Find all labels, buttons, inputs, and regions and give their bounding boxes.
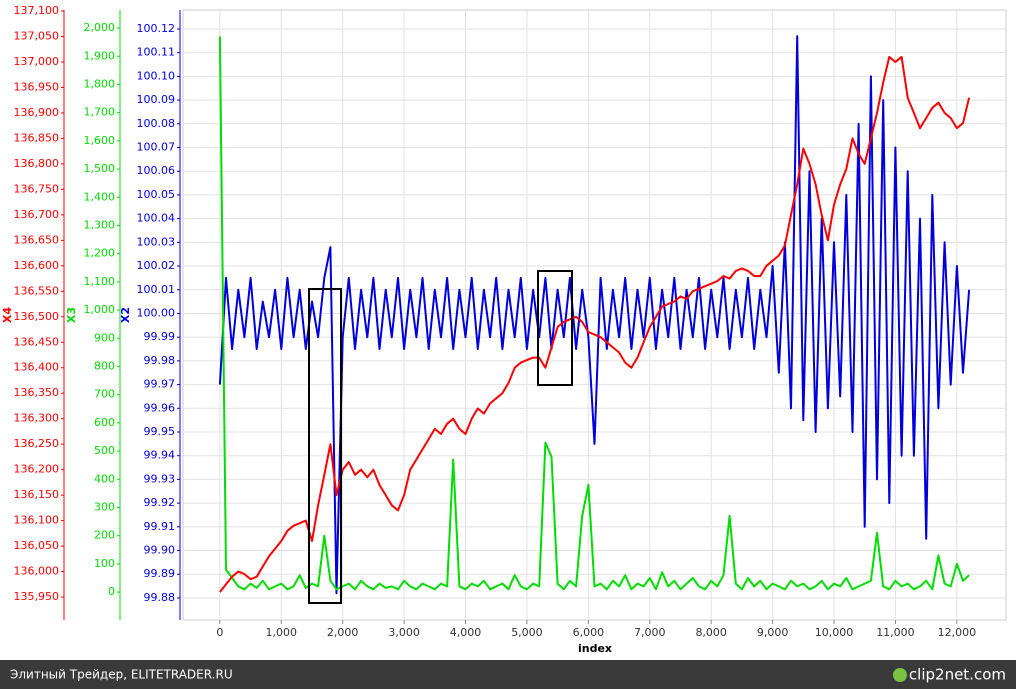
y-tick-label: 136,300 xyxy=(14,412,60,425)
y-tick-label: 500 xyxy=(94,444,115,457)
y-tick-label: 600 xyxy=(94,416,115,429)
y-tick-label: 99.91 xyxy=(144,520,176,533)
x-tick-label: 7,000 xyxy=(634,626,666,639)
footer-logo xyxy=(893,668,907,682)
y-tick-label: 136,100 xyxy=(14,514,60,527)
y-tick-label: 136,400 xyxy=(14,361,60,374)
y-tick-label: 99.94 xyxy=(144,449,176,462)
x-tick-label: 5,000 xyxy=(511,626,543,639)
y-tick-label: 136,450 xyxy=(14,335,60,348)
x-tick-label: 0 xyxy=(216,626,223,639)
x-tick-label: 4,000 xyxy=(450,626,482,639)
footer-right: clip2net.com xyxy=(909,666,1006,684)
y-tick-label: 100.08 xyxy=(137,117,176,130)
y-tick-label: 1,200 xyxy=(84,247,116,260)
y-tick-label: 100.09 xyxy=(137,93,176,106)
y-tick-label: 137,000 xyxy=(14,55,60,68)
y-tick-label: 137,050 xyxy=(14,29,60,42)
x-tick-label: 3,000 xyxy=(388,626,420,639)
y-tick-label: 800 xyxy=(94,359,115,372)
y-axis-title: X3 xyxy=(65,307,78,323)
y-tick-label: 136,950 xyxy=(14,80,60,93)
footer-left: Элитный Трейдер, ELITETRADER.RU xyxy=(10,668,233,682)
y-tick-label: 136,000 xyxy=(14,565,60,578)
y-axis-title: X4 xyxy=(1,307,14,323)
y-tick-label: 0 xyxy=(108,585,115,598)
y-tick-label: 135,950 xyxy=(14,590,60,603)
y-tick-label: 400 xyxy=(94,472,115,485)
y-tick-label: 99.89 xyxy=(144,567,176,580)
y-tick-label: 137,100 xyxy=(14,4,60,17)
y-tick-label: 100.07 xyxy=(137,141,176,154)
y-tick-label: 200 xyxy=(94,529,115,542)
y-tick-label: 136,650 xyxy=(14,233,60,246)
x-axis-label: index xyxy=(578,642,612,655)
y-tick-label: 100.03 xyxy=(137,235,176,248)
y-tick-label: 100.12 xyxy=(137,22,176,35)
x-tick-label: 12,000 xyxy=(938,626,977,639)
series-line xyxy=(219,55,971,593)
annotation-box xyxy=(537,270,573,386)
y-tick-label: 136,850 xyxy=(14,131,60,144)
x-tick-label: 2,000 xyxy=(327,626,359,639)
y-tick-label: 99.99 xyxy=(144,330,176,343)
y-tick-label: 100.01 xyxy=(137,283,176,296)
y-tick-label: 136,700 xyxy=(14,208,60,221)
y-tick-label: 99.98 xyxy=(144,354,176,367)
y-tick-label: 1,500 xyxy=(84,162,116,175)
x-tick-label: 9,000 xyxy=(757,626,789,639)
y-axis-title: X2 xyxy=(119,307,132,323)
footer-bar xyxy=(0,660,1016,689)
y-tick-label: 1,300 xyxy=(84,218,116,231)
x-tick-label: 10,000 xyxy=(815,626,854,639)
y-tick-label: 136,800 xyxy=(14,157,60,170)
annotation-box xyxy=(308,288,342,604)
x-tick-label: 1,000 xyxy=(266,626,298,639)
y-tick-label: 900 xyxy=(94,331,115,344)
y-tick-label: 300 xyxy=(94,500,115,513)
y-tick-label: 136,600 xyxy=(14,259,60,272)
y-tick-label: 99.97 xyxy=(144,378,176,391)
y-tick-label: 1,100 xyxy=(84,275,116,288)
y-tick-label: 100.06 xyxy=(137,164,176,177)
y-tick-label: 136,900 xyxy=(14,106,60,119)
y-tick-label: 99.88 xyxy=(144,591,176,604)
y-tick-label: 136,200 xyxy=(14,463,60,476)
y-tick-label: 136,050 xyxy=(14,539,60,552)
x-tick-label: 8,000 xyxy=(695,626,727,639)
y-tick-label: 100.02 xyxy=(137,259,176,272)
y-tick-label: 136,750 xyxy=(14,182,60,195)
y-tick-label: 99.95 xyxy=(144,425,176,438)
y-tick-label: 99.93 xyxy=(144,472,176,485)
series-line xyxy=(218,36,970,591)
y-tick-label: 1,000 xyxy=(84,303,116,316)
y-tick-label: 100.05 xyxy=(137,188,176,201)
y-tick-label: 136,350 xyxy=(14,386,60,399)
series-line xyxy=(218,35,971,595)
y-tick-label: 700 xyxy=(94,388,115,401)
y-tick-label: 99.96 xyxy=(144,401,176,414)
x-tick-label: 11,000 xyxy=(876,626,915,639)
y-tick-label: 100 xyxy=(94,557,115,570)
y-tick-label: 1,400 xyxy=(84,190,116,203)
y-tick-label: 2,000 xyxy=(84,21,116,34)
y-tick-label: 100.00 xyxy=(137,306,176,319)
y-tick-label: 100.11 xyxy=(137,46,176,59)
y-tick-label: 136,150 xyxy=(14,488,60,501)
y-tick-label: 99.90 xyxy=(144,544,176,557)
y-tick-label: 100.04 xyxy=(137,212,176,225)
y-tick-label: 1,900 xyxy=(84,49,116,62)
y-tick-label: 1,700 xyxy=(84,106,116,119)
y-tick-label: 99.92 xyxy=(144,496,176,509)
y-tick-label: 136,500 xyxy=(14,310,60,323)
y-tick-label: 1,800 xyxy=(84,77,116,90)
y-tick-label: 1,600 xyxy=(84,134,116,147)
y-tick-label: 136,250 xyxy=(14,437,60,450)
y-tick-label: 100.10 xyxy=(137,69,176,82)
y-tick-label: 136,550 xyxy=(14,284,60,297)
x-tick-label: 6,000 xyxy=(573,626,605,639)
